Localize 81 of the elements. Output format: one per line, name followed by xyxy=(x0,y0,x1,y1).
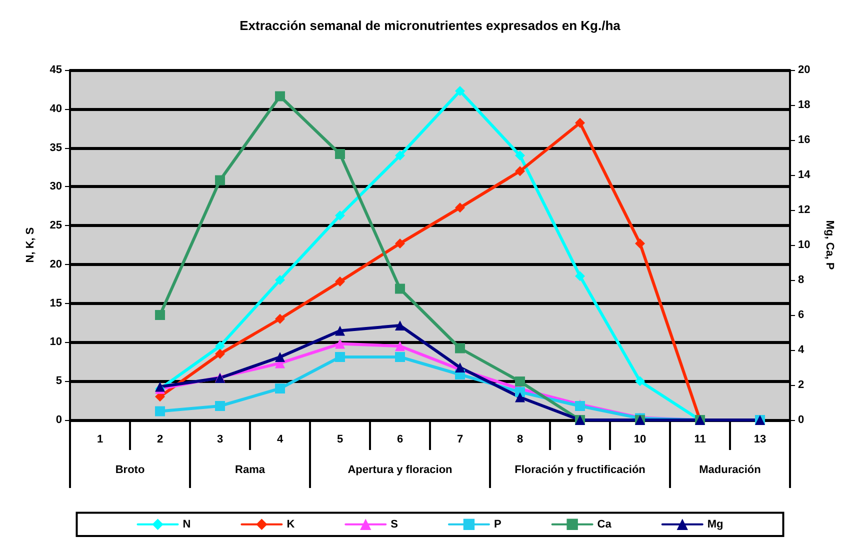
point xyxy=(395,238,405,248)
point xyxy=(395,352,405,362)
point xyxy=(515,150,525,161)
point xyxy=(395,320,405,330)
text: Maduración xyxy=(699,464,762,476)
y-tick-label: 25 xyxy=(50,220,62,232)
x-tick-label: 8 xyxy=(516,434,524,446)
point xyxy=(635,376,645,386)
point xyxy=(215,401,225,411)
point xyxy=(215,341,225,352)
point xyxy=(395,341,405,352)
y2-tick-label: 8 xyxy=(798,274,804,286)
point xyxy=(275,275,285,285)
text: Floración y fructificación xyxy=(514,464,646,476)
point xyxy=(515,392,525,402)
y-tick-label: 5 xyxy=(56,375,62,388)
y2-tick-label: 16 xyxy=(798,134,810,146)
point xyxy=(275,352,285,362)
y-tick-label: 40 xyxy=(50,102,62,115)
point xyxy=(455,343,465,354)
y-tick-label: 0 xyxy=(56,414,62,426)
y2-tick-label: 14 xyxy=(798,169,812,181)
point xyxy=(215,175,225,186)
y2-tick-label: 4 xyxy=(798,344,805,356)
x-tick-label: 13 xyxy=(754,434,766,446)
point xyxy=(155,310,165,320)
point xyxy=(275,314,285,324)
point xyxy=(335,210,345,220)
x-tick-label: 11 xyxy=(694,434,706,446)
y2-tick-label: 18 xyxy=(798,99,810,111)
point xyxy=(335,276,345,287)
point xyxy=(515,376,525,386)
legend-label: Mg xyxy=(707,518,724,530)
y-tick-label: 45 xyxy=(50,64,62,76)
y2-tick-label: 2 xyxy=(798,379,804,391)
point xyxy=(335,352,345,362)
y-tick-label: 20 xyxy=(50,258,62,270)
text: Apertura y floracion xyxy=(348,464,453,476)
y2-axis-title: Mg, Ca, P xyxy=(824,220,836,270)
y2-tick-label: 20 xyxy=(798,64,810,76)
legend-label: Ca xyxy=(597,518,612,530)
point xyxy=(575,271,585,282)
y2-tick-label: 12 xyxy=(798,204,810,216)
point xyxy=(455,202,465,213)
legend-label: S xyxy=(390,518,398,530)
x-tick-label: 1 xyxy=(96,434,104,446)
legend-label: K xyxy=(286,518,295,530)
point xyxy=(575,118,585,128)
x-tick-label: 10 xyxy=(634,434,646,446)
x-tick-label: 5 xyxy=(336,434,344,446)
text: Rama xyxy=(235,464,266,476)
x-tick-label: 4 xyxy=(276,434,284,446)
x-tick-label: 9 xyxy=(576,434,584,446)
y-tick-label: 15 xyxy=(50,297,62,310)
point xyxy=(155,406,165,416)
x-tick-label: 6 xyxy=(396,434,404,446)
point xyxy=(275,91,285,102)
point xyxy=(455,86,465,96)
x-tick-label: 7 xyxy=(456,434,464,446)
chart-title: Extracción semanal de micronutrientes expresados en Kg./ha xyxy=(240,18,622,33)
y-axis-title: N, K, S xyxy=(24,227,36,263)
legend-label: N xyxy=(182,518,191,530)
y2-tick-label: 10 xyxy=(798,239,810,251)
point xyxy=(515,166,525,176)
y-tick-label: 35 xyxy=(50,142,62,154)
point xyxy=(335,149,345,159)
point xyxy=(275,384,285,394)
y2-tick-label: 6 xyxy=(798,309,804,321)
point xyxy=(635,238,645,248)
point xyxy=(335,326,345,336)
point xyxy=(395,284,405,294)
point xyxy=(335,338,345,349)
point xyxy=(395,150,405,161)
y2-tick-label: 0 xyxy=(798,414,804,426)
x-tick-label: 3 xyxy=(216,434,224,446)
y-tick-label: 10 xyxy=(50,336,62,348)
text: Broto xyxy=(115,464,145,476)
point xyxy=(215,348,225,359)
x-tick-label: 2 xyxy=(156,434,164,446)
legend-label: P xyxy=(494,518,502,530)
y-tick-label: 30 xyxy=(50,180,62,193)
